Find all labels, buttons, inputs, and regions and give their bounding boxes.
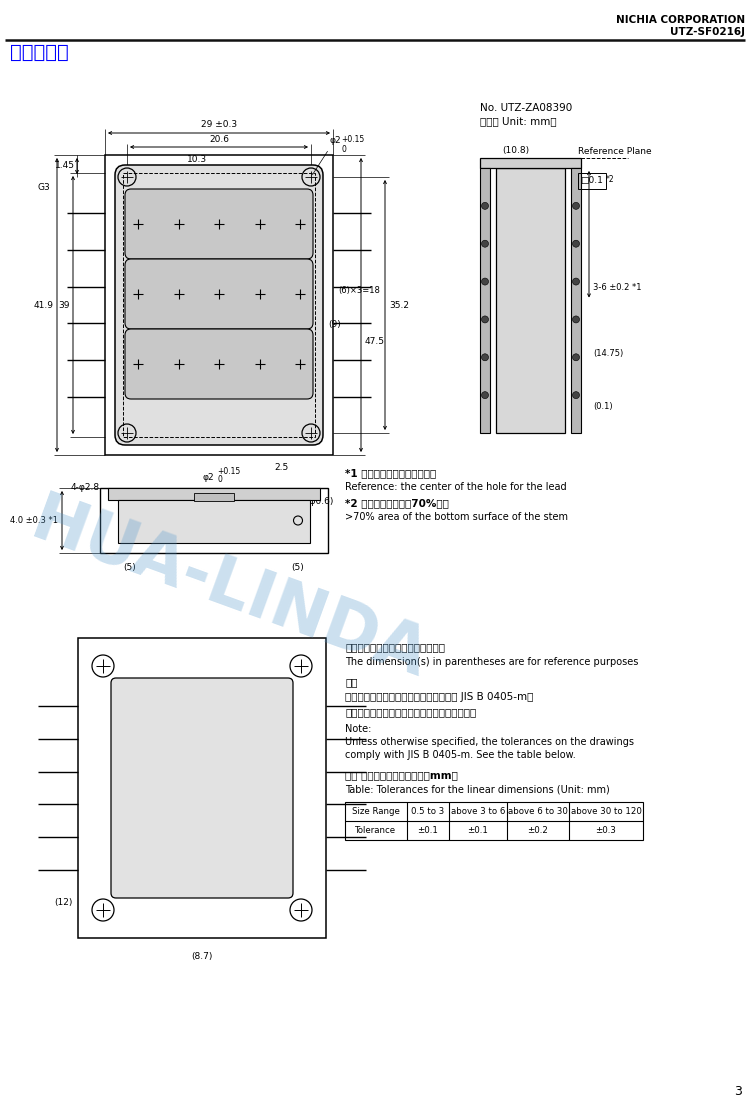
Circle shape	[572, 240, 580, 248]
Text: G3: G3	[38, 182, 50, 192]
Text: +0.15: +0.15	[341, 135, 364, 144]
Text: ±0.1: ±0.1	[467, 826, 488, 835]
Text: φ2: φ2	[202, 473, 214, 482]
Text: (0.1): (0.1)	[593, 402, 613, 411]
Text: >70% area of the bottom surface of the stem: >70% area of the bottom surface of the s…	[345, 512, 568, 522]
Circle shape	[482, 279, 488, 285]
Bar	[118, 500, 310, 543]
Text: 1.45: 1.45	[55, 161, 75, 171]
Text: Size Range: Size Range	[352, 807, 400, 816]
Circle shape	[572, 392, 580, 398]
Text: NICHIA CORPORATION: NICHIA CORPORATION	[616, 16, 745, 26]
Bar	[108, 488, 320, 500]
Circle shape	[482, 202, 488, 210]
Text: Reference Plane: Reference Plane	[578, 147, 652, 157]
Bar	[105, 155, 333, 455]
Circle shape	[572, 279, 580, 285]
Text: above 3 to 6: above 3 to 6	[451, 807, 506, 816]
Circle shape	[482, 392, 488, 398]
Text: (10.8): (10.8)	[502, 147, 529, 155]
Text: 注記: 注記	[345, 677, 358, 687]
Text: Note:: Note:	[345, 724, 371, 734]
Text: 括弧で囲まれた寸法は参考値です。: 括弧で囲まれた寸法は参考値です。	[345, 642, 445, 652]
Text: 10.3: 10.3	[187, 155, 207, 164]
Text: 20.6: 20.6	[209, 135, 229, 144]
Text: 0: 0	[341, 145, 346, 154]
Text: 1.95 ±0.3: 1.95 ±0.3	[510, 159, 551, 168]
FancyBboxPatch shape	[125, 259, 313, 329]
Text: (6)×3=18: (6)×3=18	[338, 285, 380, 294]
Text: HUA-LINDA: HUA-LINDA	[22, 487, 437, 693]
Text: (7): (7)	[208, 495, 220, 504]
Text: Unless otherwise specified, the tolerances on the drawings: Unless otherwise specified, the toleranc…	[345, 737, 634, 747]
Text: □0.1: □0.1	[580, 176, 603, 185]
Bar	[480, 168, 490, 433]
Text: +0.15: +0.15	[217, 467, 240, 476]
Text: *2: *2	[606, 175, 615, 184]
Text: （単位 Unit: mm）: （単位 Unit: mm）	[480, 117, 556, 127]
Circle shape	[482, 354, 488, 361]
Text: Tolerance: Tolerance	[356, 826, 397, 835]
Bar	[578, 173, 606, 189]
Text: above 6 to 30: above 6 to 30	[508, 807, 568, 816]
Text: 4-φ2.8: 4-φ2.8	[70, 483, 100, 492]
Text: 29 ±0.3: 29 ±0.3	[201, 120, 237, 129]
Text: 外形寸法１: 外形寸法１	[10, 43, 69, 62]
Bar	[194, 493, 234, 501]
Text: φ2: φ2	[330, 137, 341, 145]
Text: 準拠しています。下の表を参照してください。: 準拠しています。下の表を参照してください。	[345, 707, 476, 717]
Text: 3: 3	[734, 1084, 742, 1098]
Text: (9): (9)	[328, 321, 340, 330]
Text: 35.2: 35.2	[389, 301, 409, 310]
Circle shape	[482, 240, 488, 248]
Bar	[480, 158, 581, 168]
Text: ±0.2: ±0.2	[527, 826, 548, 835]
Bar	[78, 638, 326, 938]
Text: (5): (5)	[292, 563, 304, 572]
Text: (8.7): (8.7)	[191, 952, 213, 961]
Text: ±0.3: ±0.3	[596, 826, 616, 835]
Text: 4.0 ±0.3 *1: 4.0 ±0.3 *1	[10, 516, 58, 525]
FancyBboxPatch shape	[125, 329, 313, 398]
Circle shape	[572, 202, 580, 210]
Text: 特に明記していない限り、図面の公差は JIS B 0405-mに: 特に明記していない限り、図面の公差は JIS B 0405-mに	[345, 692, 533, 702]
Text: *1 基準：リード用の穴の中心: *1 基準：リード用の穴の中心	[345, 468, 436, 478]
Bar	[571, 168, 581, 433]
Text: 47.5: 47.5	[365, 336, 385, 345]
FancyBboxPatch shape	[115, 165, 323, 445]
Text: *2 ステムの底面積の70%以上: *2 ステムの底面積の70%以上	[345, 498, 448, 508]
Text: 表． 長さ寸法の公差（単位：mm）: 表． 長さ寸法の公差（単位：mm）	[345, 770, 458, 780]
Bar	[123, 173, 315, 437]
Text: 39: 39	[58, 301, 70, 310]
Bar	[100, 488, 328, 553]
Text: 0.5 to 3: 0.5 to 3	[411, 807, 445, 816]
Text: UTZ-SF0216J: UTZ-SF0216J	[670, 27, 745, 37]
Text: above 30 to 120: above 30 to 120	[571, 807, 641, 816]
FancyBboxPatch shape	[111, 678, 293, 898]
Circle shape	[572, 354, 580, 361]
Circle shape	[482, 316, 488, 323]
Text: comply with JIS B 0405-m. See the table below.: comply with JIS B 0405-m. See the table …	[345, 750, 576, 760]
Bar	[496, 168, 565, 433]
Text: Reference: the center of the hole for the lead: Reference: the center of the hole for th…	[345, 482, 567, 492]
Text: Table: Tolerances for the linear dimensions (Unit: mm): Table: Tolerances for the linear dimensi…	[345, 785, 610, 795]
Text: 0: 0	[217, 475, 222, 484]
Text: (5): (5)	[124, 563, 136, 572]
Text: The dimension(s) in parentheses are for reference purposes: The dimension(s) in parentheses are for …	[345, 657, 638, 667]
Text: (φ0.6): (φ0.6)	[306, 497, 333, 506]
Text: (14.75): (14.75)	[593, 349, 623, 359]
Text: (12): (12)	[55, 898, 73, 908]
Text: 2.5: 2.5	[274, 463, 288, 472]
Text: 3-6 ±0.2 *1: 3-6 ±0.2 *1	[593, 283, 641, 292]
Text: ±0.1: ±0.1	[418, 826, 439, 835]
Bar	[345, 803, 643, 840]
Text: No. UTZ-ZA08390: No. UTZ-ZA08390	[480, 103, 572, 113]
Circle shape	[572, 316, 580, 323]
FancyBboxPatch shape	[125, 189, 313, 259]
Text: (2.3)×6=(14): (2.3)×6=(14)	[178, 507, 239, 516]
Text: 41.9: 41.9	[34, 301, 54, 310]
